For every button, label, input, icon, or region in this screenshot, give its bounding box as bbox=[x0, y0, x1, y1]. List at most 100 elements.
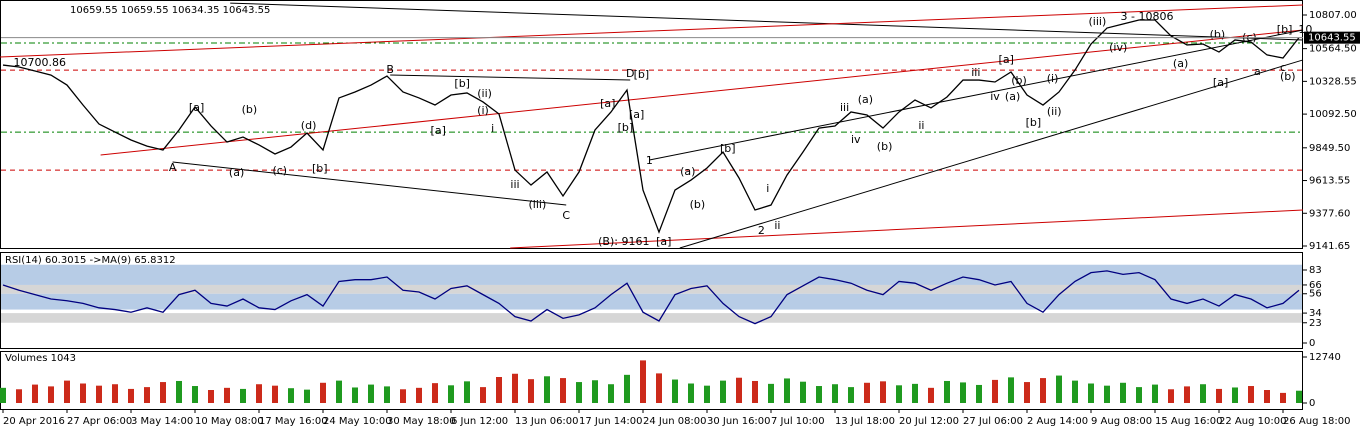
rsi-band bbox=[1, 284, 1302, 294]
volume-bar bbox=[1088, 383, 1094, 403]
volume-bar bbox=[1008, 377, 1014, 403]
trend-line bbox=[649, 29, 1304, 161]
wave-label: [a] bbox=[431, 124, 446, 137]
wave-label: (b) bbox=[1280, 70, 1296, 83]
rsi-panel bbox=[0, 252, 1303, 349]
wave-label: (a) bbox=[229, 166, 244, 179]
x-tick-label: 15 Aug 16:00 bbox=[1155, 416, 1222, 427]
x-tick-label: 20 Apr 2016 bbox=[3, 416, 65, 427]
volume-bar bbox=[1168, 389, 1174, 403]
volume-bar bbox=[160, 382, 166, 403]
x-tick-label: 13 Jun 06:00 bbox=[515, 416, 579, 427]
y-tick-label: 9377.60 bbox=[1309, 208, 1350, 219]
volume-bar bbox=[144, 387, 150, 403]
x-tick-label: 24 May 10:00 bbox=[323, 416, 392, 427]
volume-bar bbox=[1040, 378, 1046, 403]
trend-line bbox=[390, 74, 631, 81]
volume-bar bbox=[1136, 387, 1142, 403]
wave-label: [a] bbox=[656, 235, 671, 248]
volume-bar bbox=[848, 387, 854, 403]
wave-label: (i) bbox=[477, 104, 489, 117]
volume-bar bbox=[960, 382, 966, 403]
volume-bar bbox=[448, 385, 454, 403]
x-tick-label: 22 Aug 10:00 bbox=[1219, 416, 1286, 427]
volume-bar bbox=[944, 380, 950, 403]
volume-bar bbox=[320, 382, 326, 403]
volume-bar bbox=[704, 385, 710, 403]
x-tick-label: 3 May 14:00 bbox=[131, 416, 193, 427]
wave-label: [a] bbox=[600, 97, 615, 110]
volume-bar bbox=[384, 386, 390, 403]
wave-label: 2 bbox=[758, 224, 765, 237]
volume-bar bbox=[192, 386, 198, 403]
wave-label: 1 bbox=[646, 154, 653, 167]
x-tick-label: 27 Jul 06:00 bbox=[963, 416, 1023, 427]
y-tick-label: 0 bbox=[1309, 398, 1315, 409]
volume-bar bbox=[1232, 387, 1238, 403]
wave-label: 3 - 10806 bbox=[1121, 10, 1174, 23]
volume-bar bbox=[864, 382, 870, 403]
y-tick-label: 12740 bbox=[1309, 352, 1341, 363]
x-tick-label: 26 Aug 18:00 bbox=[1283, 416, 1350, 427]
volume-bar bbox=[512, 373, 518, 403]
wave-label: [a] bbox=[189, 101, 204, 114]
volume-bar bbox=[400, 389, 406, 403]
rsi-band bbox=[1, 293, 1302, 310]
y-tick-label: 83 bbox=[1309, 265, 1322, 276]
volume-bar bbox=[1280, 392, 1286, 403]
volume-bar bbox=[592, 380, 598, 403]
x-tick-label: 13 Jul 18:00 bbox=[835, 416, 895, 427]
x-tick-label: 20 Jul 12:00 bbox=[899, 416, 959, 427]
wave-label: [a] bbox=[629, 108, 644, 121]
wave-label: (iii) bbox=[1089, 15, 1107, 28]
volume-bar bbox=[640, 360, 646, 403]
y-tick-label: 10092.50 bbox=[1309, 109, 1357, 120]
trend-line bbox=[230, 2, 1304, 41]
volume-bar bbox=[368, 384, 374, 403]
x-tick-label: 2 Aug 14:00 bbox=[1027, 416, 1088, 427]
volume-bar bbox=[480, 387, 486, 403]
wave-label: (c) bbox=[272, 164, 287, 177]
wave-label: A bbox=[169, 161, 177, 174]
volume-bar bbox=[1024, 382, 1030, 403]
wave-label: (a) bbox=[1005, 90, 1020, 103]
volume-bar bbox=[528, 379, 534, 403]
wave-label: ii bbox=[774, 219, 780, 232]
volume-bar bbox=[576, 382, 582, 403]
volume-bar bbox=[816, 386, 822, 403]
main-panel bbox=[0, 0, 1303, 249]
trend-line bbox=[100, 29, 1304, 156]
volume-bar bbox=[176, 380, 182, 403]
wave-label: [b] bbox=[312, 162, 328, 175]
x-tick-label: 27 Apr 06:00 bbox=[67, 416, 132, 427]
x-tick-label: 17 May 16:00 bbox=[259, 416, 328, 427]
y-tick-label: 9849.50 bbox=[1309, 143, 1350, 154]
volume-bar bbox=[272, 385, 278, 403]
volume-bar bbox=[880, 381, 886, 403]
volume-bar bbox=[688, 383, 694, 403]
volume-bar bbox=[240, 388, 246, 403]
volume-bar bbox=[992, 379, 998, 403]
volume-bar bbox=[1216, 388, 1222, 403]
wave-label: [a] bbox=[1213, 76, 1228, 89]
x-tick-label: 30 Jun 16:00 bbox=[707, 416, 771, 427]
y-tick-label: 10328.55 bbox=[1309, 76, 1357, 87]
wave-label: iii bbox=[840, 101, 849, 114]
price-line bbox=[2, 270, 1300, 325]
price-line bbox=[2, 19, 1300, 234]
wave-label: (a) bbox=[1173, 57, 1188, 70]
volume-bar bbox=[752, 380, 758, 403]
y-tick-label: 9141.65 bbox=[1309, 241, 1350, 252]
wave-label: (b) bbox=[1210, 28, 1226, 41]
wave-label: [b] bbox=[618, 121, 634, 134]
volume-bar bbox=[304, 389, 310, 403]
volume-bar bbox=[800, 381, 806, 403]
volume-bar bbox=[208, 390, 214, 403]
volume-bar bbox=[464, 381, 470, 403]
price-header: 10659.55 10659.55 10634.35 10643.55 bbox=[70, 5, 270, 16]
volume-bar bbox=[1184, 386, 1190, 403]
volume-bar bbox=[0, 387, 6, 403]
volume-bar bbox=[768, 383, 774, 403]
y-tick-label: 34 bbox=[1309, 308, 1322, 319]
volume-bar bbox=[224, 387, 230, 403]
